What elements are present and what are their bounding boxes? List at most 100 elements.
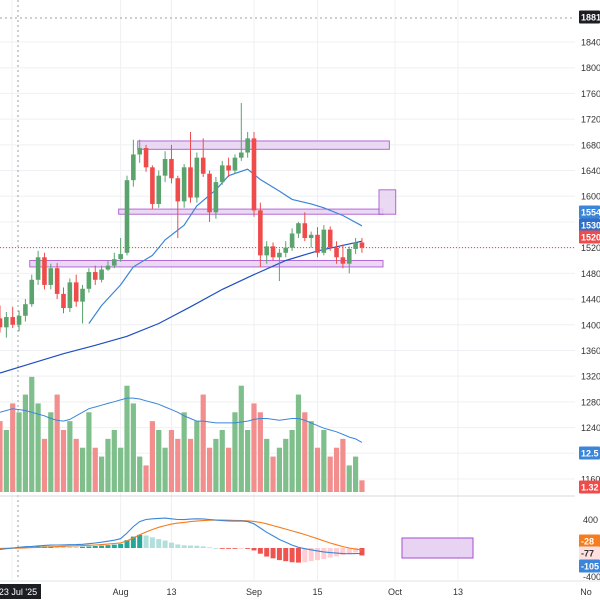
macd-value-badge-bg	[579, 546, 600, 560]
macd-histogram-bar	[143, 535, 149, 548]
macd-histogram-bar	[188, 545, 193, 548]
macd-histogram-bar	[73, 546, 79, 548]
candle	[181, 164, 187, 208]
time-tick-label: Sep	[246, 587, 262, 597]
ma-slow-badge: 1530	[581, 220, 600, 230]
volume-bar	[333, 447, 340, 492]
price-axis[interactable]: 1840180017601720168016401600156015201480…	[575, 0, 600, 582]
candle	[175, 175, 181, 239]
macd-histogram-bar	[257, 548, 263, 554]
volume-bar	[264, 438, 270, 492]
macd-histogram-bar	[194, 545, 200, 548]
volume-bar	[143, 465, 149, 492]
macd-histogram-bar	[289, 548, 295, 563]
candle	[67, 278, 73, 312]
price-zone	[118, 208, 384, 215]
macd-histogram-bar	[245, 548, 251, 549]
candle	[35, 250, 41, 285]
macd-histogram-bar	[232, 548, 238, 549]
macd-histogram-bar	[61, 546, 66, 548]
volume-ma-line	[0, 397, 363, 443]
volume-bar	[73, 438, 79, 492]
price-zone	[378, 189, 397, 215]
candle-body	[213, 182, 219, 213]
macd-histogram-bar	[175, 544, 181, 548]
candle-body	[188, 167, 193, 198]
price-tick-label: 1280	[581, 397, 600, 407]
candle-body	[73, 282, 79, 302]
macd-hist-badge: -105	[581, 561, 599, 571]
macd-histogram-bar	[321, 548, 327, 560]
candle-body	[359, 242, 365, 248]
candle	[61, 287, 66, 314]
macd-histogram-bar	[346, 548, 352, 554]
macd-histogram-bar	[276, 548, 282, 561]
candle	[334, 241, 339, 264]
candle-body	[264, 246, 269, 256]
candle	[302, 212, 308, 242]
volume-bar	[22, 394, 28, 492]
macd-histogram-bar	[353, 548, 359, 553]
candle	[277, 248, 282, 282]
candle-body	[99, 269, 104, 280]
time-axis[interactable]: 23 Jul '25 Aug 13 Sep 15 Oct 13 No	[0, 580, 600, 600]
candle	[289, 228, 295, 251]
candle-body	[353, 242, 358, 249]
volume-bar	[168, 430, 175, 492]
candle-body	[283, 247, 289, 253]
price-tick-label: 1720	[581, 115, 600, 125]
macd-histogram-bar	[118, 543, 124, 548]
candle-body	[289, 233, 295, 248]
moving-averages	[0, 168, 363, 374]
candle-body	[4, 317, 9, 328]
volume-bar	[79, 447, 86, 492]
candle-body	[131, 154, 136, 181]
candle-body	[92, 272, 98, 280]
volume-bar	[16, 412, 22, 492]
candle-body	[277, 252, 282, 258]
volume-bar	[353, 456, 359, 492]
candle	[4, 311, 9, 338]
macd-histogram-bar	[156, 539, 162, 548]
macd-histogram-bar	[111, 544, 117, 548]
candle	[308, 231, 314, 248]
volume-bar	[226, 447, 232, 492]
macd-histogram-bar	[80, 546, 86, 548]
volume-bar	[295, 394, 302, 492]
macd-histogram-bar	[270, 548, 276, 559]
macd-hist-badge-bg	[579, 559, 600, 573]
macd-histogram-bar	[251, 548, 257, 551]
price-zone	[137, 140, 390, 150]
candle-body	[194, 157, 200, 198]
time-axis-background	[0, 581, 600, 600]
candle-body	[232, 157, 238, 171]
candle	[245, 131, 250, 158]
time-tick-label: Oct	[388, 587, 403, 597]
candle-body	[258, 210, 263, 256]
volume-bar	[200, 394, 206, 492]
candle	[346, 246, 352, 274]
candle-body	[181, 167, 187, 202]
candle-body	[86, 272, 92, 289]
ma-slow-badge-bg	[579, 218, 600, 232]
macd-histogram-bar	[302, 548, 308, 563]
volume-bar	[314, 447, 321, 492]
candle	[251, 131, 257, 217]
volume-bar	[194, 421, 200, 492]
time-tick-label: Aug	[113, 587, 129, 597]
volume-ma-badge: 12.5	[581, 448, 599, 458]
volume-bar	[219, 430, 225, 492]
candle-body	[61, 293, 66, 309]
candle-body	[200, 157, 206, 174]
candle-body	[10, 317, 15, 325]
volume-bar	[251, 403, 257, 492]
volume-bar	[29, 376, 35, 492]
candle-body	[239, 152, 244, 158]
last-price-badge-bg	[579, 230, 600, 244]
macd-histogram-bar	[359, 548, 365, 556]
macd-signal-badge-bg	[579, 534, 600, 548]
macd-histogram-bar	[105, 545, 111, 548]
volume-bar	[137, 456, 143, 492]
support-resistance-zones	[0, 140, 575, 559]
